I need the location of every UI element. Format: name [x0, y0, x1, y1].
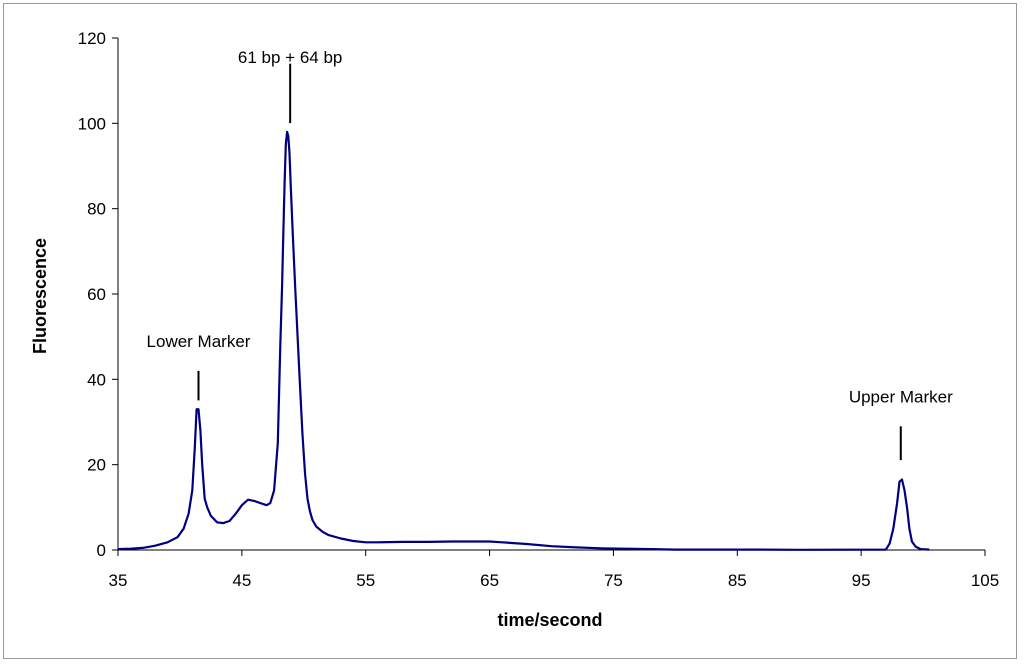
x-axis-title: time/second — [497, 610, 602, 630]
x-tick-label: 85 — [728, 571, 747, 590]
x-tick-label: 55 — [356, 571, 375, 590]
annotation-label: Lower Marker — [147, 332, 251, 351]
y-tick-label: 100 — [78, 114, 106, 133]
annotation-label: 61 bp + 64 bp — [238, 48, 342, 67]
chart-annotations: Lower Marker 61 bp + 64 bp Upper Marker — [147, 48, 953, 461]
y-tick-label: 60 — [87, 285, 106, 304]
y-axis-title: Fluorescence — [30, 238, 50, 354]
y-tick-label: 40 — [87, 370, 106, 389]
y-tick-label: 80 — [87, 200, 106, 219]
x-tick-label: 95 — [852, 571, 871, 590]
x-tick-label: 75 — [604, 571, 623, 590]
x-tick-label: 35 — [109, 571, 128, 590]
x-tick-label: 105 — [971, 571, 999, 590]
y-tick-label: 20 — [87, 456, 106, 475]
y-tick-label: 0 — [97, 541, 106, 560]
x-tick-label: 45 — [232, 571, 251, 590]
x-tick-label: 65 — [480, 571, 499, 590]
fluorescence-series-line — [117, 130, 930, 551]
annotation-label: Upper Marker — [849, 387, 953, 406]
chart-axes: 0 20 40 60 80 100 120 35 45 55 65 75 85 95 105 — [78, 29, 1000, 590]
y-tick-label: 120 — [78, 29, 106, 48]
